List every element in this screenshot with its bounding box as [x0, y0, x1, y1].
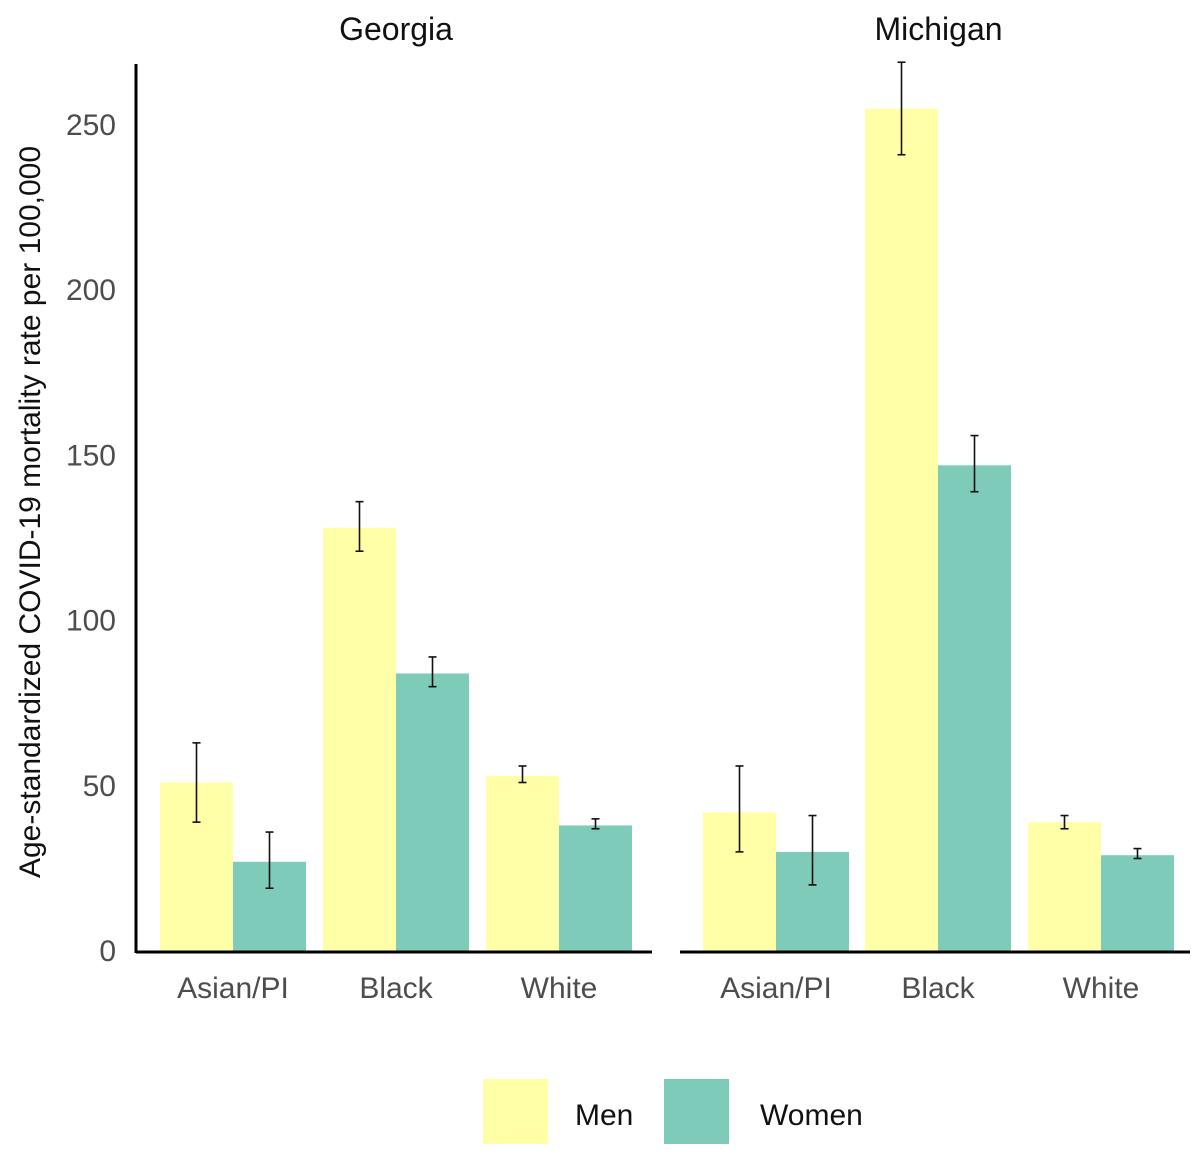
bar-men — [865, 108, 938, 952]
y-tick-label: 200 — [66, 274, 116, 307]
x-tick-label: White — [521, 972, 598, 1005]
bar-women — [1101, 855, 1174, 951]
x-tick-label: White — [1063, 972, 1140, 1005]
bar-men — [486, 775, 559, 951]
x-tick-label: Black — [901, 972, 975, 1005]
y-tick-label: 100 — [66, 605, 116, 638]
y-tick-label: 50 — [83, 770, 116, 803]
x-tick-label: Black — [359, 972, 433, 1005]
bar-women — [396, 673, 469, 951]
y-tick-label: 150 — [66, 439, 116, 472]
panel-title: Michigan — [874, 11, 1002, 47]
legend-label: Women — [760, 1099, 863, 1132]
y-axis-label: Age-standardized COVID-19 mortality rate… — [14, 146, 47, 878]
legend-swatch-women — [664, 1079, 729, 1144]
x-tick-label: Asian/PI — [177, 972, 289, 1005]
legend-label: Men — [575, 1099, 633, 1132]
bar-men — [323, 528, 396, 951]
panel-title: Georgia — [339, 11, 453, 47]
legend-swatch-men — [483, 1079, 548, 1144]
bar-women — [559, 825, 632, 951]
x-tick-label: Asian/PI — [720, 972, 832, 1005]
bar-men — [1028, 822, 1101, 951]
y-tick-label: 250 — [66, 109, 116, 142]
bar-women — [938, 465, 1011, 951]
y-tick-label: 0 — [99, 935, 116, 968]
